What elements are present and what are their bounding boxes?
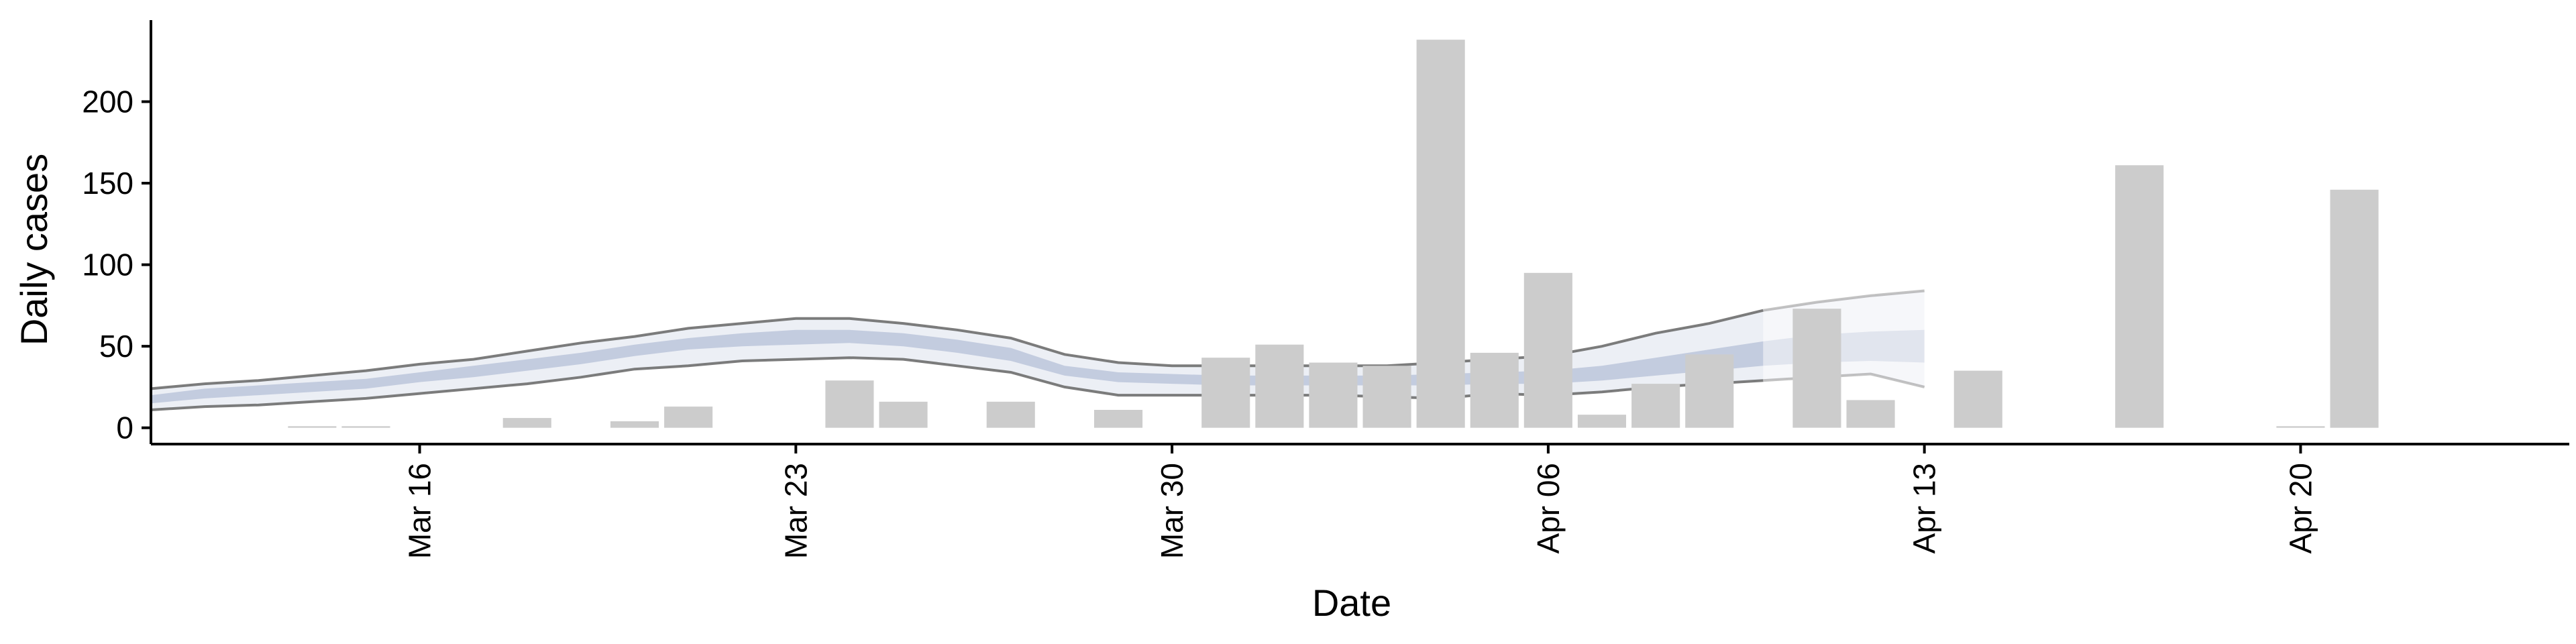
- bar: [1846, 400, 1895, 428]
- x-tick-label: Apr 20: [2283, 463, 2318, 554]
- bar: [2330, 189, 2379, 428]
- bar: [341, 426, 390, 428]
- y-tick-label: 100: [82, 248, 133, 282]
- bar: [1523, 272, 1572, 428]
- bar: [502, 418, 551, 428]
- y-tick-label: 50: [99, 329, 133, 364]
- bar: [1416, 40, 1465, 428]
- x-tick-label: Apr 13: [1907, 463, 1942, 554]
- bar: [1255, 344, 1304, 428]
- forecast-lower-bound-line: [1763, 372, 1925, 388]
- bar: [1792, 309, 1841, 428]
- bar: [610, 421, 659, 428]
- bar: [1577, 415, 1626, 428]
- bar: [664, 407, 713, 428]
- axes-layer: 0 50 100 150 200 Mar 16 Mar 23 Mar 30 Apr 06 Apr …: [82, 20, 2569, 559]
- bar: [1362, 366, 1411, 428]
- bar: [825, 380, 874, 428]
- x-tick-label: Mar 16: [402, 463, 437, 559]
- bar: [1470, 352, 1519, 428]
- y-tick-label: 150: [82, 166, 133, 201]
- bar: [1631, 384, 1680, 428]
- y-tick-label: 200: [82, 85, 133, 119]
- x-tick-label: Apr 06: [1531, 463, 1566, 554]
- bar: [879, 401, 928, 428]
- bars-layer: [288, 40, 2379, 428]
- bar: [1201, 358, 1250, 428]
- x-tick-label: Mar 30: [1155, 463, 1189, 559]
- y-tick-label: 0: [116, 411, 133, 445]
- bar: [1094, 410, 1143, 428]
- forecast-upper-bound-line: [1762, 289, 1925, 312]
- x-tick-label: Mar 23: [778, 463, 813, 559]
- y-axis-title: Daily cases: [13, 154, 55, 345]
- bar: [2276, 426, 2325, 428]
- bar: [1309, 362, 1358, 428]
- bar: [288, 426, 337, 428]
- bar: [1953, 370, 2002, 428]
- bar: [986, 401, 1035, 428]
- bar: [1685, 354, 1734, 428]
- estimate-inner-band: [151, 329, 1764, 404]
- x-axis-title: Date: [1312, 582, 1391, 624]
- bar: [2115, 165, 2164, 428]
